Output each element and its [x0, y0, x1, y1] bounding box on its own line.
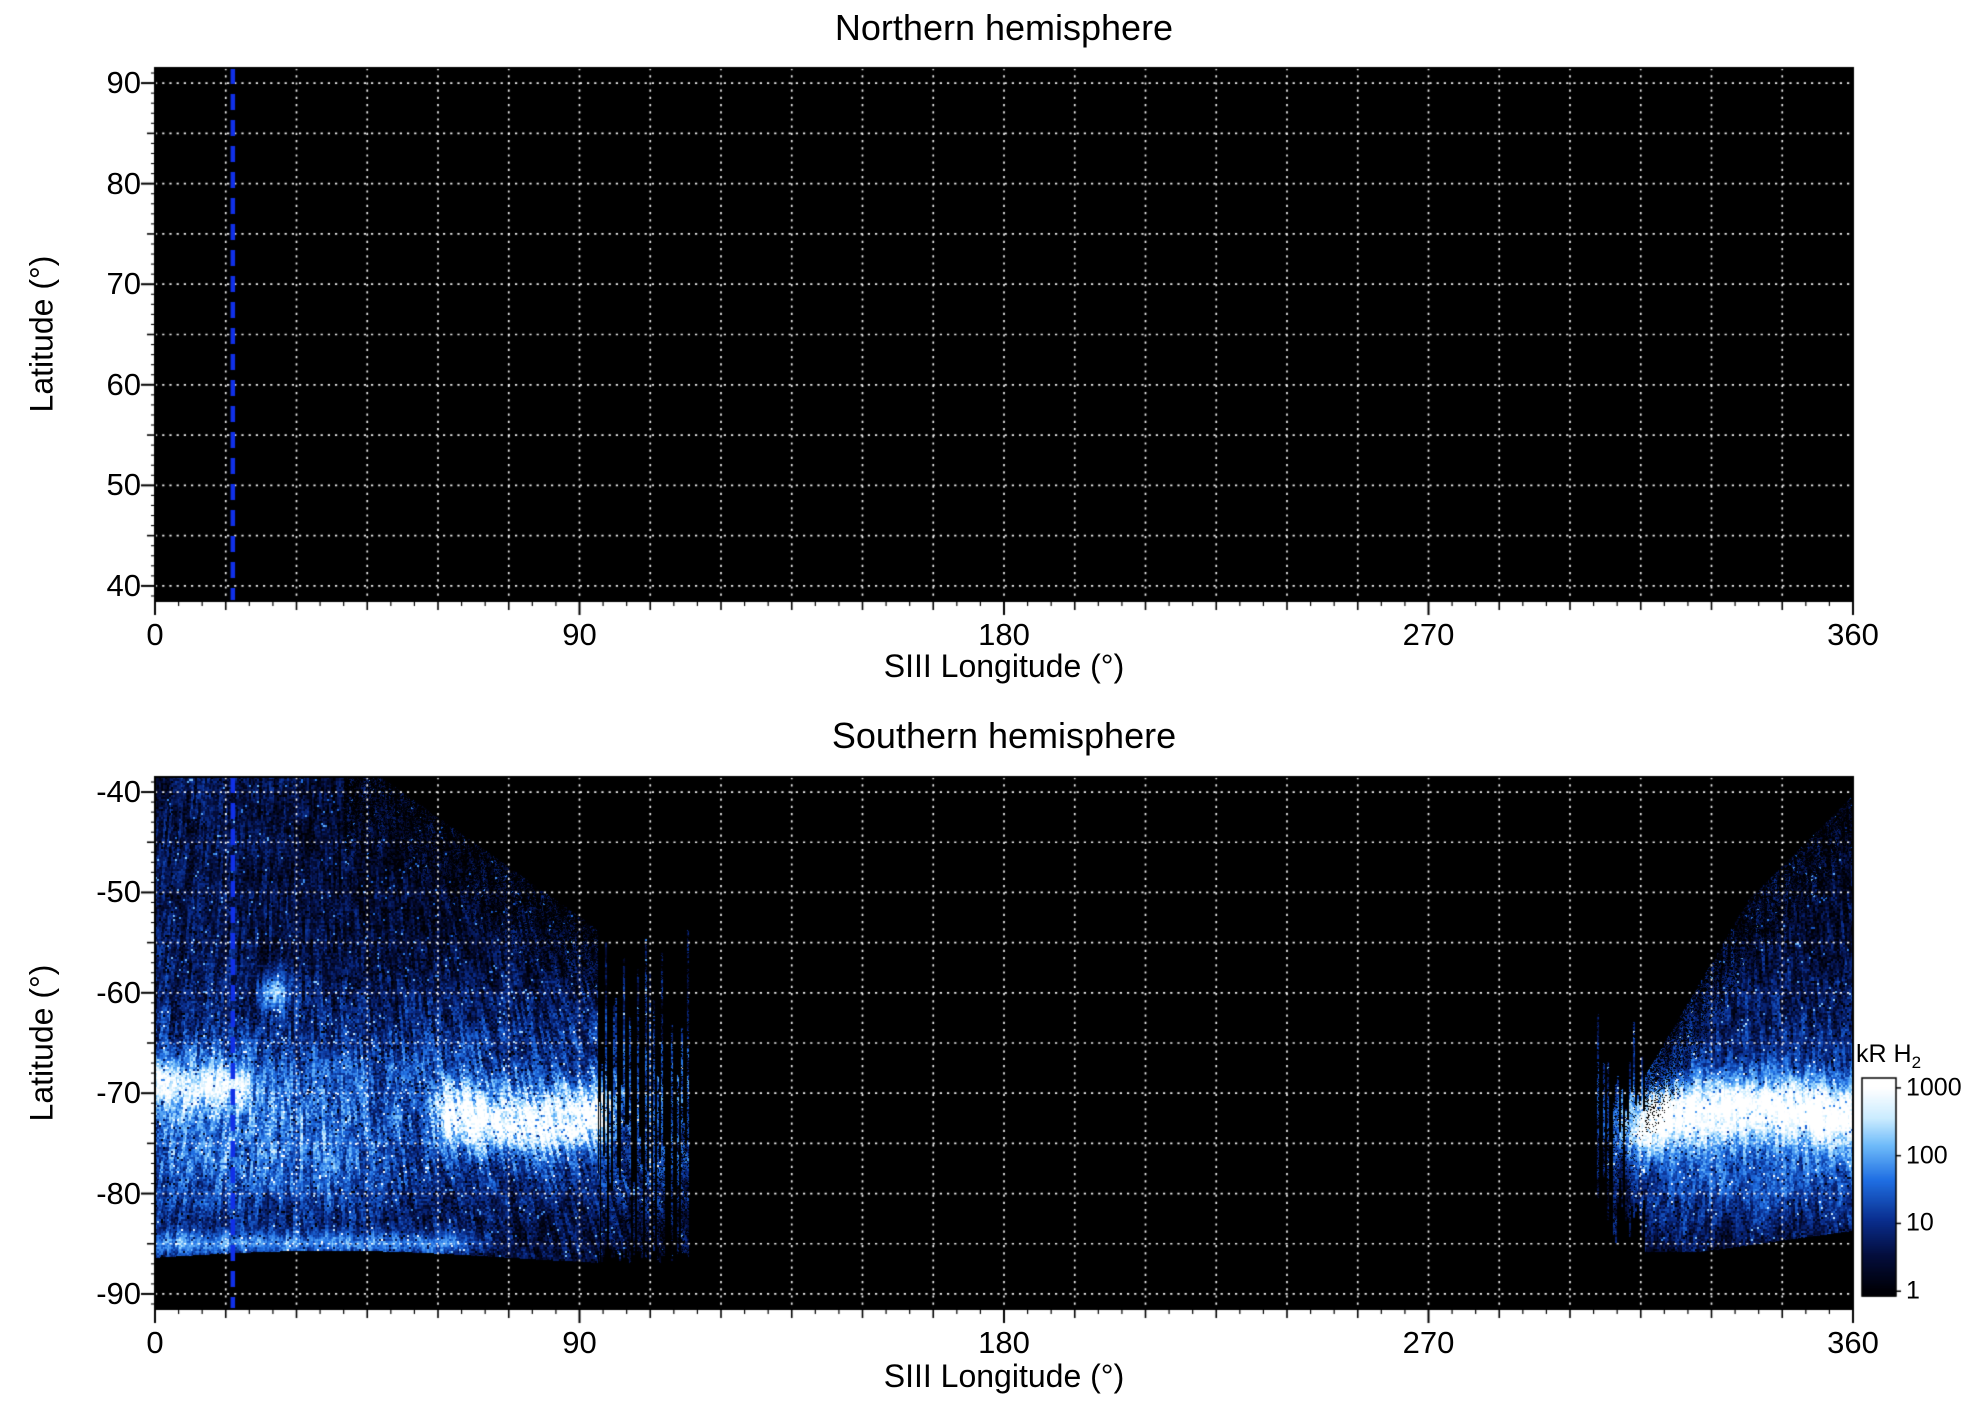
y-axis-label-north: Latitude (°)	[23, 255, 60, 413]
colorbar-title-text: kR H	[1856, 1040, 1912, 1068]
colorbar-title-subscript: 2	[1911, 1053, 1922, 1072]
x-axis-label-north: SIII Longitude (°)	[883, 648, 1125, 684]
y-axis-label-south: Latitude (°)	[23, 964, 60, 1122]
x-axis-label-south: SIII Longitude (°)	[883, 1358, 1125, 1394]
colorbar-title: kR H2	[1856, 1040, 1921, 1073]
southern-panel-title: Southern hemisphere	[831, 715, 1177, 756]
northern-panel-title: Northern hemisphere	[834, 7, 1174, 48]
